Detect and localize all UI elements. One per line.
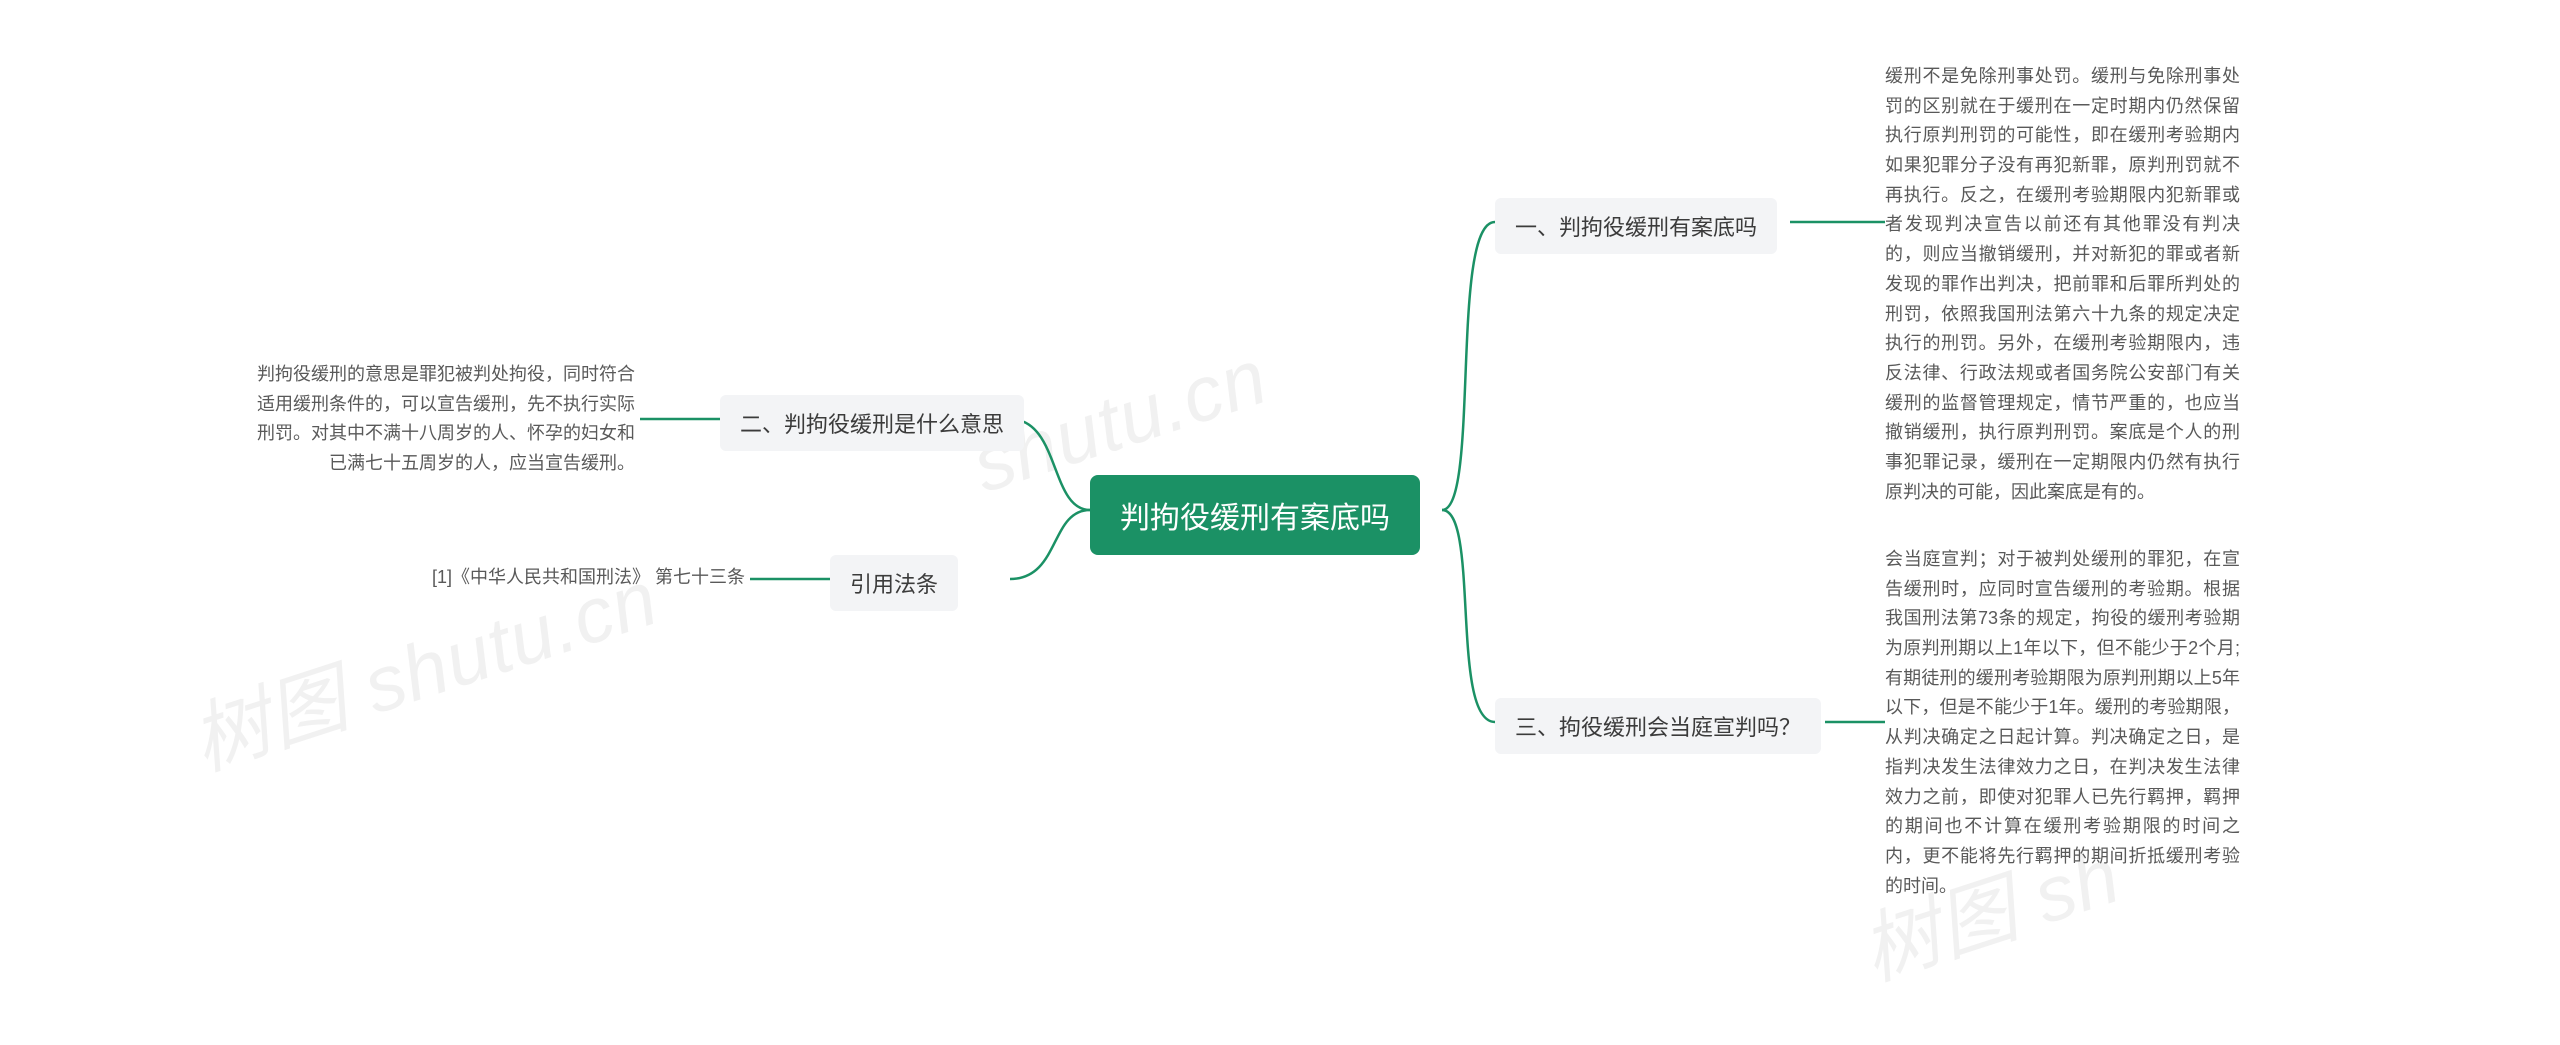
leaf-left-1: 判拘役缓刑的意思是罪犯被判处拘役，同时符合适用缓刑条件的，可以宣告缓刑，先不执行… — [255, 360, 635, 479]
branch-left-2[interactable]: 引用法条 — [830, 555, 958, 611]
branch-right-2[interactable]: 三、拘役缓刑会当庭宣判吗？ — [1495, 698, 1821, 754]
root-node[interactable]: 判拘役缓刑有案底吗 — [1090, 475, 1420, 555]
mindmap-canvas: 树图 shutu.cn shutu.cn 树图 sh 判拘役缓刑有案底吗 一、判… — [0, 0, 2560, 1045]
leaf-right-1: 缓刑不是免除刑事处罚。缓刑与免除刑事处罚的区别就在于缓刑在一定时期内仍然保留执行… — [1885, 62, 2240, 507]
leaf-right-2: 会当庭宣判；对于被判处缓刑的罪犯，在宣告缓刑时，应同时宣告缓刑的考验期。根据我国… — [1885, 545, 2240, 901]
branch-right-1[interactable]: 一、判拘役缓刑有案底吗 — [1495, 198, 1777, 254]
branch-left-1[interactable]: 二、判拘役缓刑是什么意思 — [720, 395, 1024, 451]
leaf-left-2: [1]《中华人民共和国刑法》 第七十三条 — [385, 563, 745, 593]
